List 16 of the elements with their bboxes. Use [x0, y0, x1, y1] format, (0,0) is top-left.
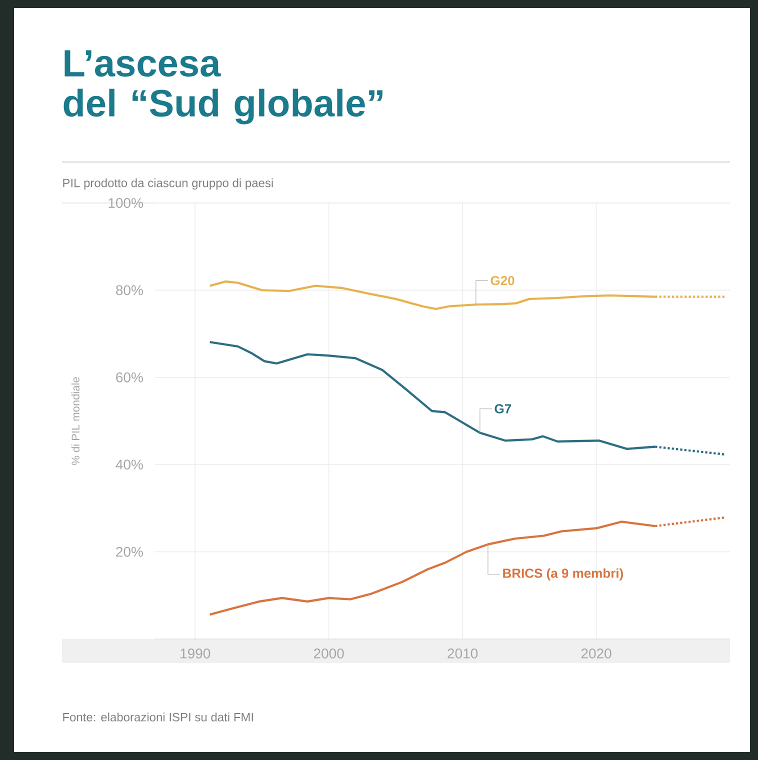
y-tick-label: 100%: [108, 198, 143, 208]
x-tick-label: 2000: [314, 648, 344, 658]
chart-subtitle: PIL prodotto da ciascun gruppo di paesi: [63, 178, 273, 190]
chart-title: L’ascesa del “Sud globale”: [64, 50, 382, 124]
text: BRICS (a 9 membri): [503, 568, 623, 580]
y-tick-label: 80%: [116, 285, 143, 296]
series-label: G7: [494, 404, 512, 414]
x-tick-label: 2010: [448, 648, 478, 658]
x-tick-label: 2020: [581, 648, 612, 658]
y-tick-label: 20%: [116, 546, 143, 557]
y-axis-title: % di PIL mondiale: [71, 377, 80, 465]
x-tick-label: 1990: [180, 648, 210, 658]
series-label: G20: [490, 276, 514, 286]
y-tick-label: 60%: [116, 372, 143, 382]
source-note: Fonte: elaborazioni ISPI su dati FMI: [63, 712, 253, 722]
y-tick-label: 40%: [116, 460, 143, 470]
